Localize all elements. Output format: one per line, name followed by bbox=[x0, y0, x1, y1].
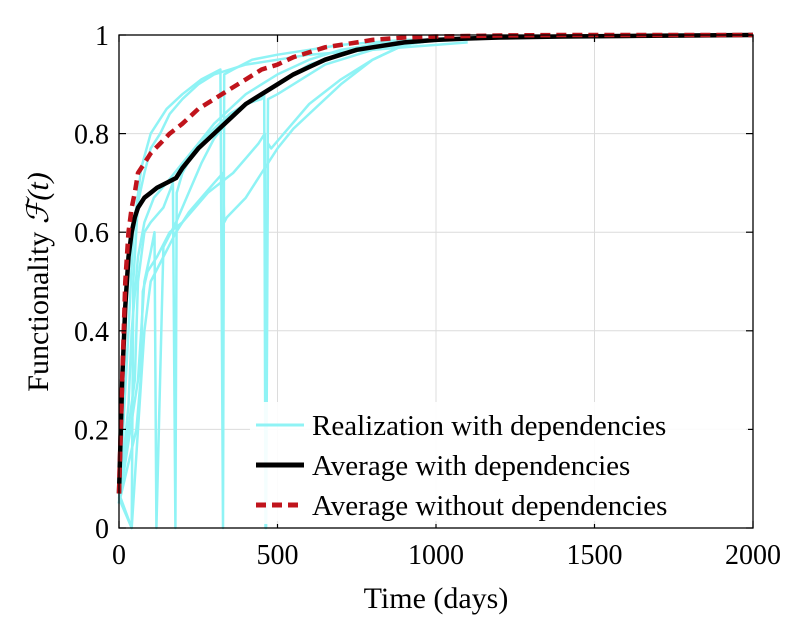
x-tick-label: 0 bbox=[112, 540, 126, 571]
legend-label-average-with: Average with dependencies bbox=[312, 450, 630, 482]
y-axis-title-text: Functionality bbox=[22, 224, 55, 392]
legend-label-average-without: Average without dependencies bbox=[312, 490, 667, 522]
x-tick-label: 1500 bbox=[567, 540, 623, 571]
realization-line bbox=[117, 38, 437, 530]
y-tick-label: 0 bbox=[95, 514, 109, 545]
x-axis-title: Time (days) bbox=[364, 582, 509, 615]
legend: Realization with dependencies Average wi… bbox=[250, 402, 748, 524]
y-tick-label: 1 bbox=[95, 21, 109, 52]
x-tick-label: 500 bbox=[257, 540, 299, 571]
legend-box bbox=[250, 402, 748, 524]
y-axis-title-math: ℱ(t) bbox=[22, 172, 55, 224]
y-tick-label: 0.4 bbox=[74, 317, 109, 348]
y-tick-label: 0.8 bbox=[74, 120, 109, 151]
y-tick-label: 0.2 bbox=[74, 415, 109, 446]
axis-ticks: 0 500 1000 1500 2000 0 0.2 0.4 0.6 0.8 1 bbox=[74, 21, 781, 571]
x-tick-label: 1000 bbox=[408, 540, 464, 571]
x-tick-label: 2000 bbox=[725, 540, 781, 571]
series-layer bbox=[116, 32, 754, 530]
average-without-dependencies-line bbox=[116, 32, 753, 494]
average-with-dependencies-line bbox=[116, 32, 754, 494]
legend-label-realization: Realization with dependencies bbox=[312, 410, 666, 442]
realization-line bbox=[117, 38, 437, 530]
y-axis-title: Functionality ℱ(t) bbox=[22, 172, 55, 391]
y-tick-label: 0.6 bbox=[74, 218, 109, 249]
